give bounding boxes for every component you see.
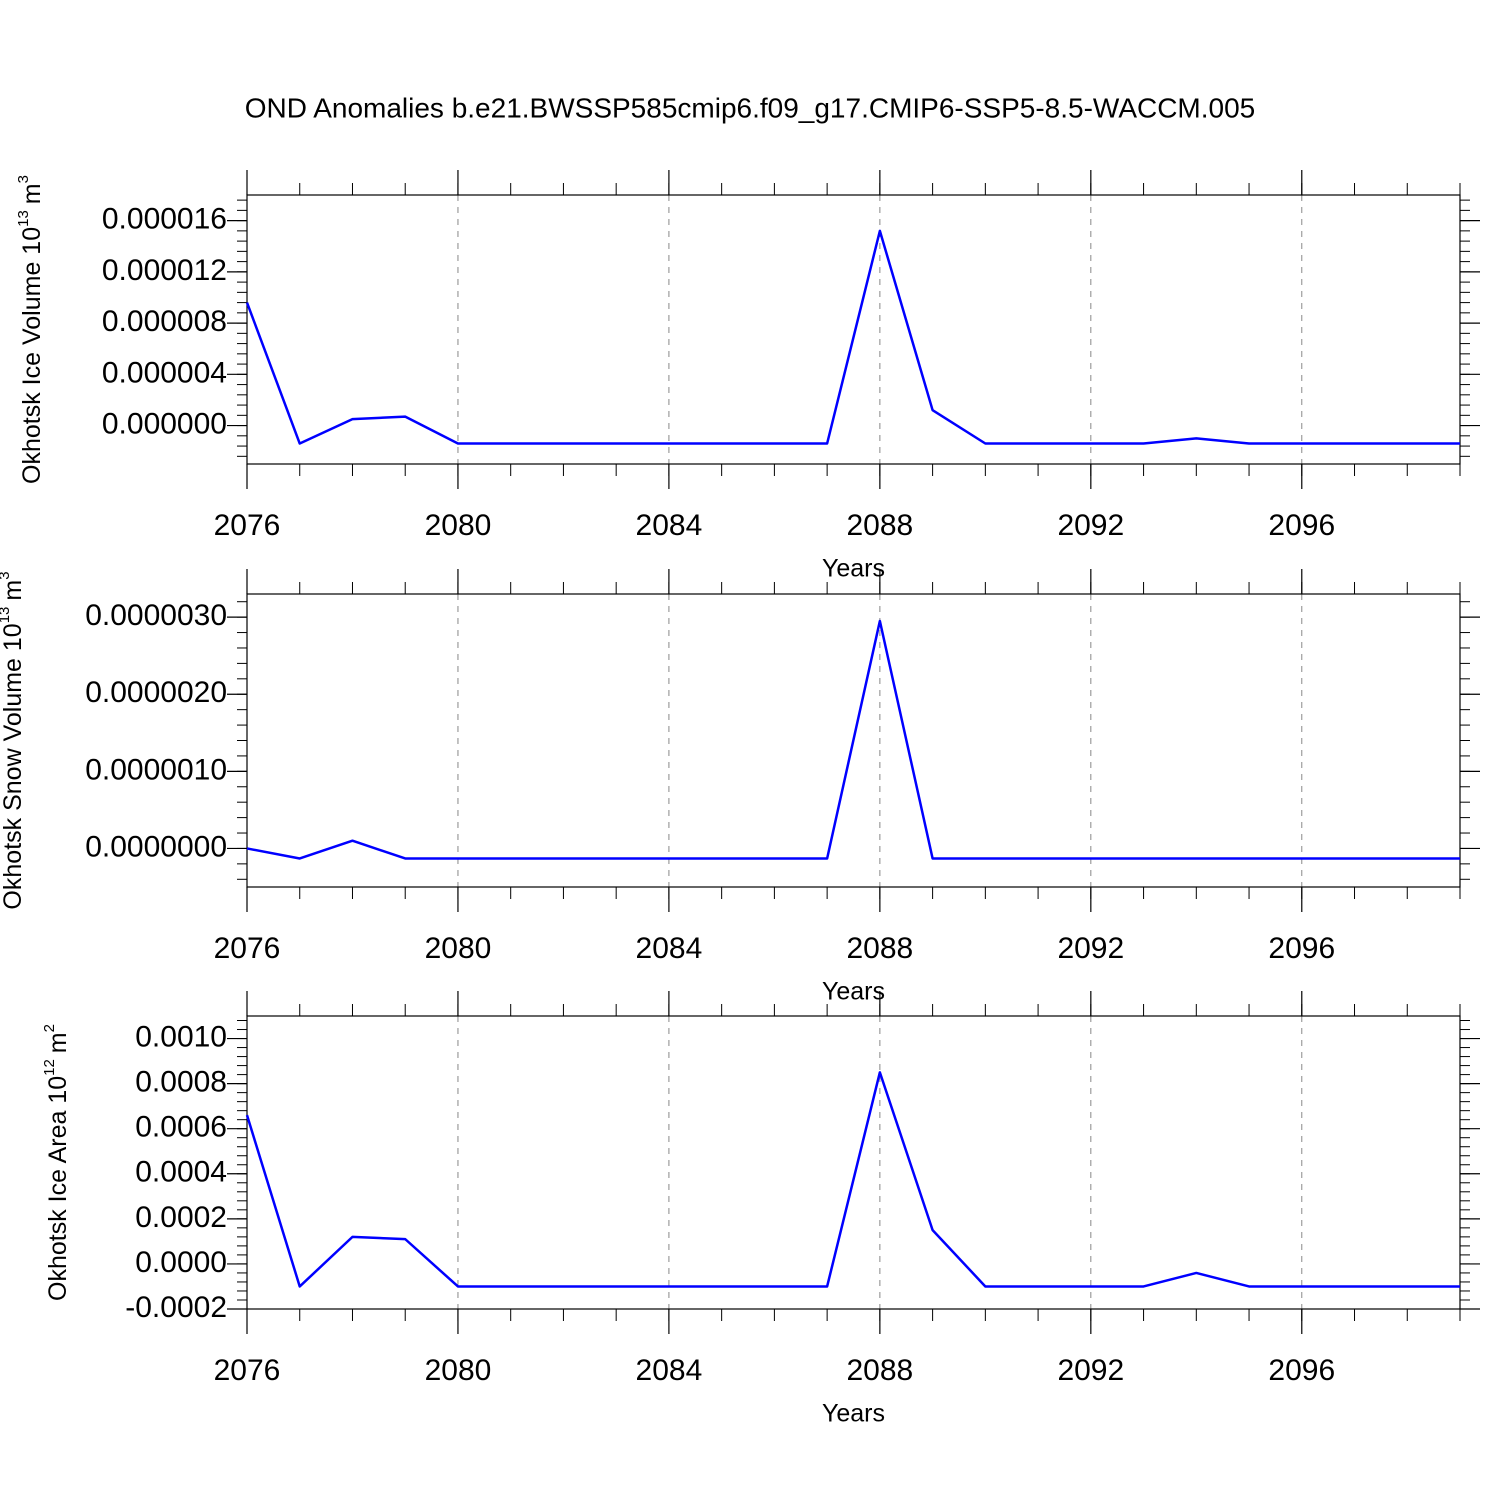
x-tick-label: 2076	[214, 1354, 281, 1387]
y-axis-title-part: 2	[41, 1024, 58, 1032]
x-tick-label: 2084	[636, 509, 703, 542]
y-tick-label: 0.0000010	[85, 753, 227, 786]
y-axis-title-part: Okhotsk Ice Area 10	[44, 1076, 72, 1301]
y-axis-title-part: 13	[15, 210, 32, 227]
y-tick-label: 0.0000030	[85, 599, 227, 632]
data-line	[245, 1071, 1460, 1288]
data-line	[246, 619, 1460, 860]
x-axis-title: Years	[822, 555, 885, 583]
x-axis-title: Years	[822, 978, 885, 1006]
y-tick-label: 0.0002	[135, 1201, 227, 1234]
x-tick-label: 2080	[425, 1354, 492, 1387]
x-tick-label: 2080	[425, 509, 492, 542]
x-tick-label: 2096	[1268, 932, 1335, 965]
y-tick-label: 0.0010	[135, 1020, 227, 1053]
x-tick-label: 2096	[1268, 509, 1335, 542]
y-tick-label: 0.0000	[135, 1246, 227, 1279]
y-axis-title: Okhotsk Snow Volume 1013 m3	[0, 571, 27, 909]
y-tick-label: 0.0004	[135, 1156, 227, 1189]
plot-frame	[246, 1015, 1461, 1310]
plot-frame	[246, 593, 1461, 888]
x-tick-label: 2092	[1057, 932, 1124, 965]
y-tick-label: 0.0000000	[85, 830, 227, 863]
y-tick-label: 0.000012	[102, 254, 227, 287]
y-tick-label: 0.000000	[102, 407, 227, 440]
x-tick-label: 2076	[214, 509, 281, 542]
x-tick-label: 2092	[1057, 509, 1124, 542]
y-tick-label: 0.000004	[102, 356, 227, 389]
y-axis-title: Okhotsk Ice Volume 1013 m3	[15, 175, 45, 484]
y-axis-title-part: 13	[0, 607, 13, 624]
figure-title: OND Anomalies b.e21.BWSSP585cmip6.f09_g1…	[245, 92, 1256, 123]
x-tick-label: 2096	[1268, 1354, 1335, 1387]
y-tick-label: -0.0002	[125, 1291, 227, 1324]
y-axis-title-part: m	[0, 580, 27, 601]
x-tick-label: 2088	[846, 509, 913, 542]
x-tick-label: 2080	[425, 932, 492, 965]
x-tick-label: 2092	[1057, 1354, 1124, 1387]
y-axis-title-part: Okhotsk Snow Volume 10	[0, 623, 27, 909]
y-tick-label: 0.000016	[102, 203, 227, 236]
y-axis-title-part: 3	[0, 571, 13, 579]
y-axis-title-part: Okhotsk Ice Volume 10	[18, 227, 46, 484]
y-tick-label: 0.0006	[135, 1111, 227, 1144]
x-tick-label: 2088	[846, 1354, 913, 1387]
x-tick-label: 2076	[214, 932, 281, 965]
y-axis-title-part: 12	[41, 1059, 58, 1076]
x-tick-label: 2084	[636, 1354, 703, 1387]
y-tick-label: 0.0008	[135, 1066, 227, 1099]
y-tick-label: 0.0000020	[85, 676, 227, 709]
y-tick-label: 0.000008	[102, 305, 227, 338]
y-axis-title-part: 3	[15, 175, 32, 183]
x-tick-label: 2088	[846, 932, 913, 965]
y-axis-title-part: m	[44, 1032, 72, 1053]
x-tick-label: 2084	[636, 932, 703, 965]
y-axis-title-part: m	[18, 183, 46, 204]
x-axis-title: Years	[822, 1400, 885, 1428]
y-axis-title: Okhotsk Ice Area 1012 m2	[41, 1024, 71, 1301]
plot-frame	[246, 194, 1461, 465]
data-line	[245, 229, 1460, 445]
